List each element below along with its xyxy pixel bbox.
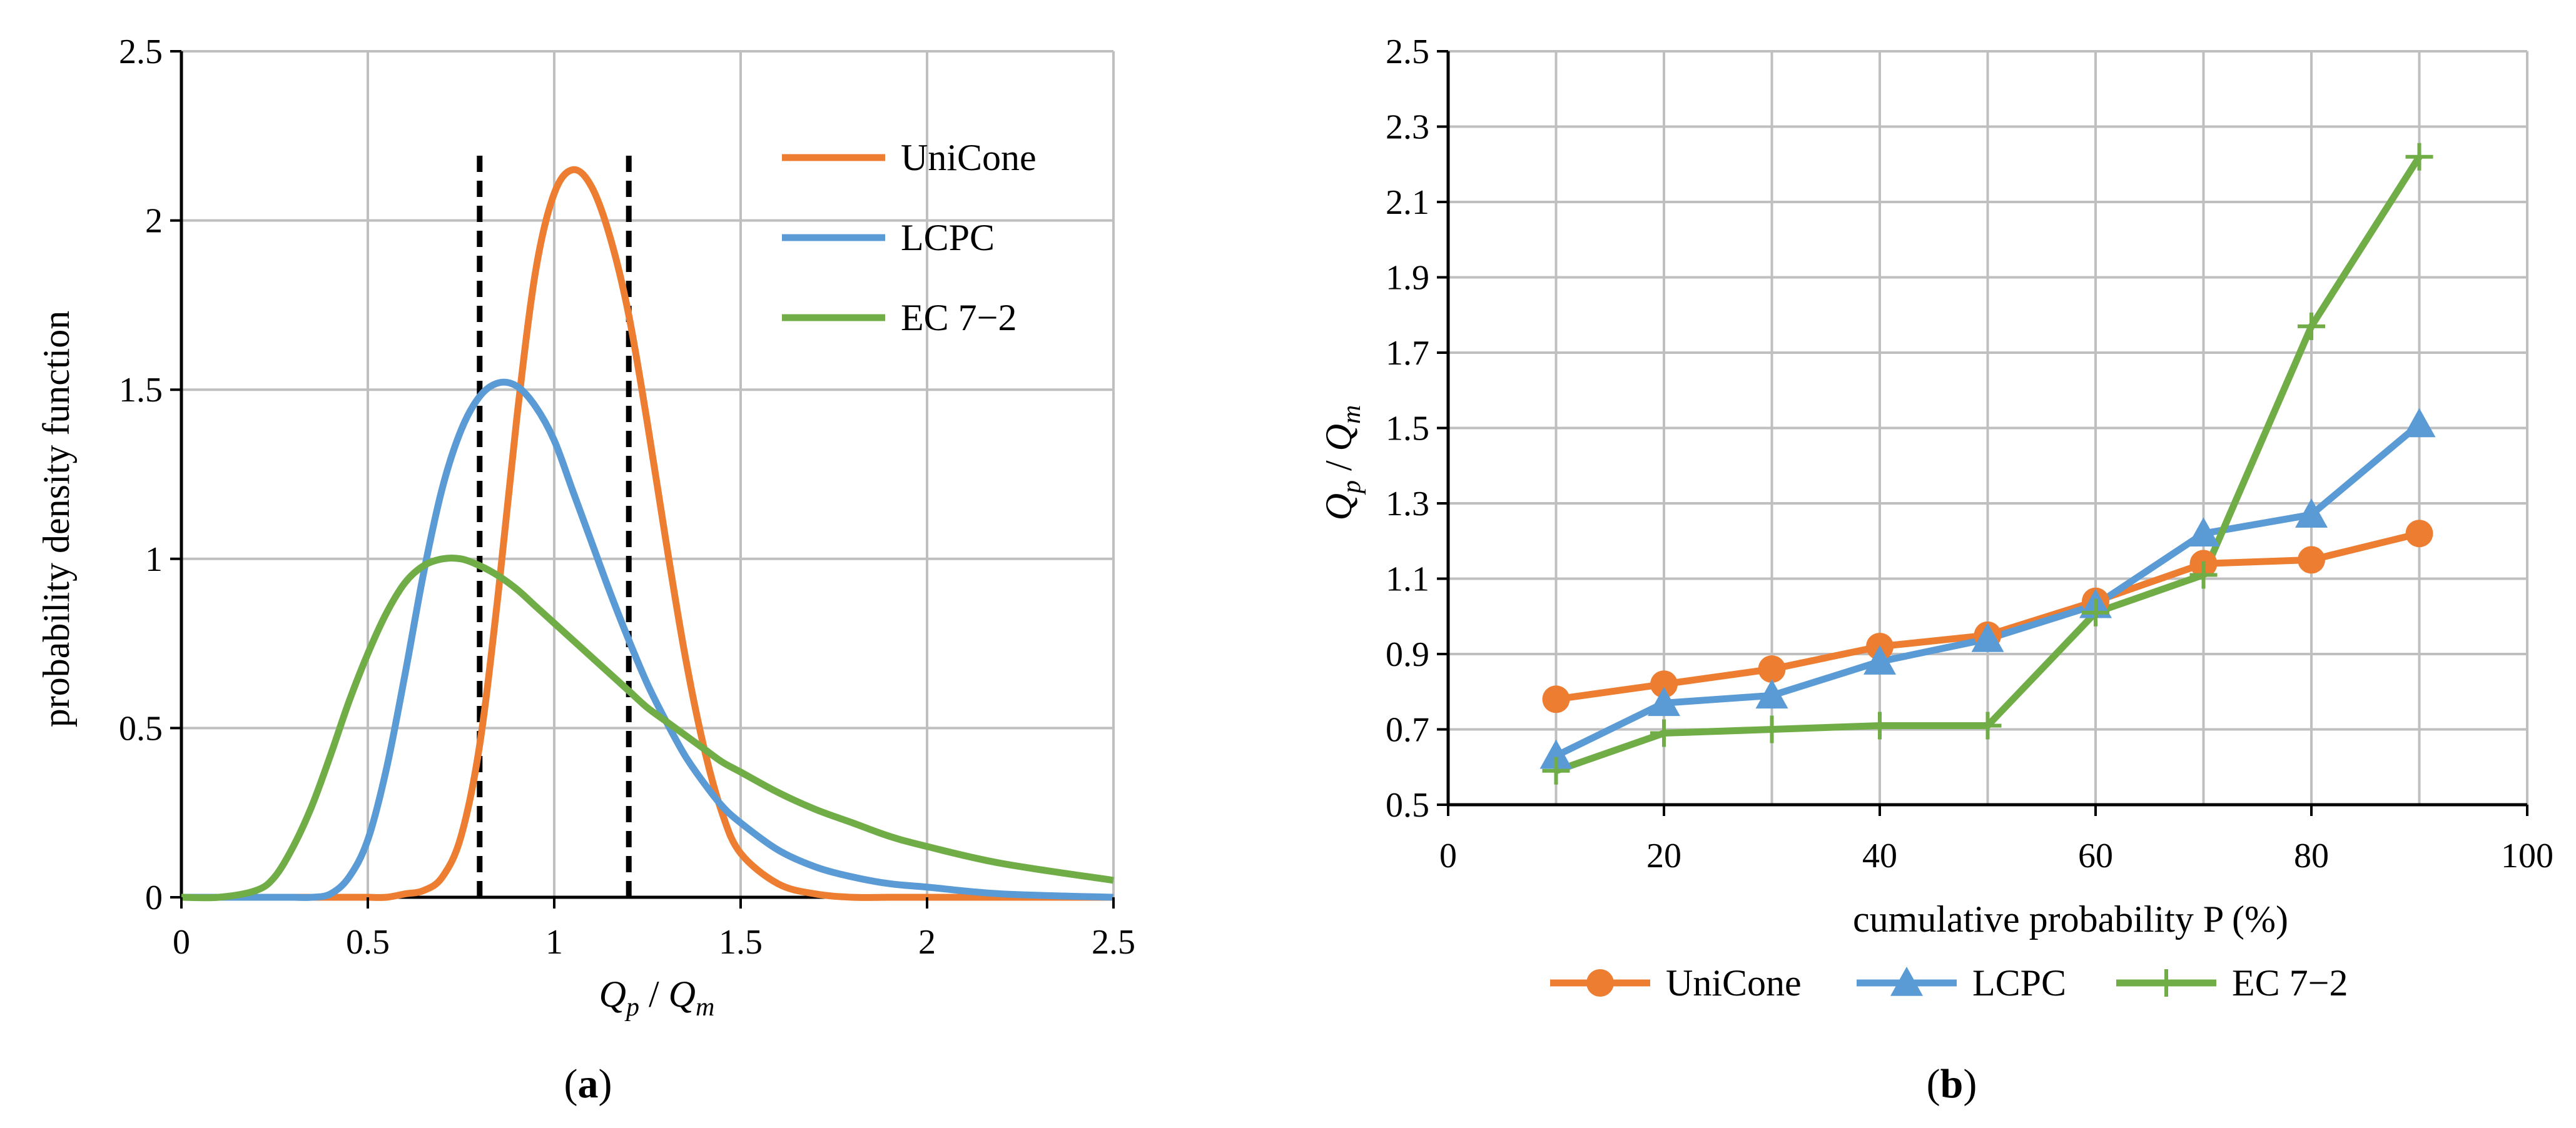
- panel-b-series-2-point: [1971, 622, 2004, 652]
- panel-a-series-line-3: [181, 554, 1114, 902]
- panel-b-legend-label: LCPC: [1972, 962, 2066, 1004]
- panel-a-ticks: 0 0.5 1 1.5 2 2.5 0 0.5 1 1.5 2 2.5: [119, 33, 1135, 962]
- panel-a-legend: UniCone LCPC EC 7−2: [782, 137, 1037, 338]
- panel-b-series-3-point: [2298, 312, 2325, 340]
- panel-b-series-2-point: [1539, 739, 1573, 769]
- panel-a-series-line-1: [181, 166, 1113, 901]
- panel-b-series-3-point: [1542, 757, 1570, 785]
- panel-b-y-tick-label: 0.7: [1386, 711, 1429, 750]
- panel-b-grid: [1446, 50, 2528, 807]
- panel-a-x-tick-label: 0.5: [346, 923, 390, 962]
- panel-b-x-tick-label: 20: [1646, 837, 1681, 875]
- panel-a-y-axis-title: probability density function: [36, 311, 77, 728]
- panel-b-series: [1539, 143, 2436, 785]
- panel-a-y-tick-label: 2: [145, 202, 163, 241]
- panel-b-series-1-point: [2298, 546, 2325, 574]
- panel-a-x-tick-label: 0: [173, 923, 190, 962]
- panel-b-series-2-point: [2403, 408, 2436, 438]
- panel-b-x-tick-label: 0: [1439, 837, 1457, 875]
- panel-b-y-tick-label: 0.9: [1386, 635, 1429, 674]
- panel-b-series-1-point: [1650, 670, 1678, 698]
- panel-a-y-tick-label: 0.5: [119, 709, 163, 748]
- panel-b-y-tick-label: 1.7: [1386, 334, 1429, 373]
- panel-b-legend: UniCone LCPC EC 7−2: [1550, 962, 2348, 1004]
- panel-b-legend-marker: [1586, 969, 1614, 997]
- panel-b-series-1-point: [1542, 685, 1570, 713]
- panel-b-x-tick-label: 100: [2501, 837, 2553, 875]
- panel-a-x-tick-label: 2.5: [1092, 923, 1135, 962]
- panel-b-label: (b): [1927, 1061, 1977, 1107]
- panel-a-y-tick-label: 1: [145, 540, 163, 579]
- panel-a-y-tick-label: 0: [145, 879, 163, 917]
- panel-b-series-2-point: [1755, 679, 1788, 709]
- panel-a-y-tick-label: 1.5: [119, 371, 163, 410]
- panel-b-x-tick-label: 80: [2294, 837, 2329, 875]
- panel-b-y-tick-label: 1.1: [1386, 560, 1429, 599]
- panel-b-series-3-point: [1866, 712, 1894, 740]
- panel-a-y-tick-label: 2.5: [119, 33, 163, 71]
- panel-b-y-tick-label: 2.5: [1386, 33, 1429, 71]
- panel-b-series-3-point: [1758, 715, 1786, 743]
- panel-a-series: [181, 166, 1114, 902]
- panel-b-x-tick-label: 40: [1862, 837, 1897, 875]
- panel-b-y-tick-label: 0.5: [1386, 786, 1429, 825]
- panel-b-legend-marker: [2153, 969, 2180, 997]
- panel-b-x-axis-title: cumulative probability P (%): [1853, 899, 2288, 940]
- panel-a-x-tick-label: 1.5: [719, 923, 763, 962]
- panel-b-series-3-point: [1650, 719, 1678, 747]
- panel-b-series-1-point: [2405, 520, 2433, 548]
- panel-b: 0 20 40 60 80 100 0.5 0.7 0.9 1.1 1.3 1.5 1.7 1.9 2.1 2…: [1318, 33, 2553, 1107]
- panel-a: 0 0.5 1 1.5 2 2.5 0 0.5 1 1.5 2 2.5 probability den…: [36, 33, 1135, 1107]
- panel-b-series-2-point: [1648, 687, 1680, 717]
- panel-b-series-2-point: [2295, 498, 2328, 528]
- panel-b-series-2-point: [2187, 517, 2220, 546]
- panel-a-series-line-2: [181, 378, 1114, 901]
- panel-a-x-axis-title: Qp / Qm: [599, 974, 715, 1022]
- panel-b-series-2-point: [1864, 645, 1896, 675]
- panel-b-x-tick-label: 60: [2078, 837, 2113, 875]
- panel-b-series-3-point: [2405, 143, 2433, 171]
- panel-b-ticks: 0 20 40 60 80 100 0.5 0.7 0.9 1.1 1.3 1.5 1.7 1.9 2.1 2…: [1386, 33, 2553, 875]
- panel-b-y-tick-label: 2.1: [1386, 183, 1429, 222]
- panel-b-y-tick-label: 2.3: [1386, 108, 1429, 147]
- panel-b-y-axis-title: Qp / Qm: [1318, 405, 1366, 521]
- panel-b-y-tick-label: 1.3: [1386, 485, 1429, 523]
- panel-b-legend-label: EC 7−2: [2232, 962, 2348, 1004]
- panel-b-legend-label: UniCone: [1666, 962, 1802, 1004]
- panel-b-series-3-point: [2189, 561, 2218, 589]
- panel-b-y-tick-label: 1.9: [1386, 259, 1429, 298]
- panel-b-series-1-point: [1758, 655, 1786, 683]
- panel-b-series-3-point: [2082, 598, 2109, 627]
- panel-b-y-tick-label: 1.5: [1386, 410, 1429, 448]
- panel-a-legend-label: UniCone: [901, 137, 1037, 178]
- panel-b-legend-marker: [1890, 967, 1923, 996]
- panel-a-x-tick-label: 1: [545, 923, 563, 962]
- panel-a-legend-label: LCPC: [901, 217, 995, 258]
- panel-a-legend-label: EC 7−2: [901, 297, 1017, 338]
- panel-b-series-3-point: [1974, 712, 2002, 740]
- panel-a-label: (a): [564, 1061, 612, 1107]
- panel-a-x-tick-label: 2: [918, 923, 936, 962]
